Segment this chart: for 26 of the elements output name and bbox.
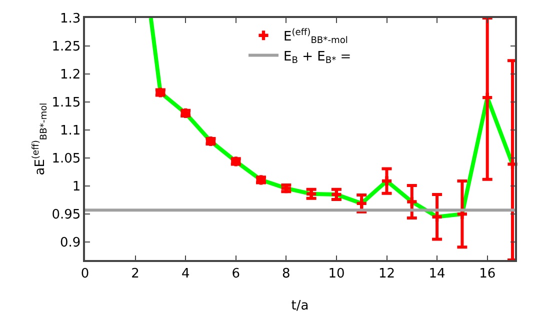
legend-label: E$_{B}$ + E$_{B*}$ = [284, 49, 352, 66]
x-tick-label: 12 [378, 266, 396, 282]
y-tick-label: 1.05 [52, 152, 81, 167]
y-tick-label: 0.9 [60, 236, 81, 251]
point [382, 176, 392, 186]
y-tick-label: 1.1 [60, 124, 81, 139]
x-tick-label: 0 [80, 266, 90, 282]
point [356, 198, 366, 208]
x-tick-label: 10 [328, 266, 345, 282]
point [482, 92, 492, 102]
y-tick-label: 1.15 [52, 96, 81, 111]
x-tick-label: 8 [282, 266, 290, 282]
x-tick-label: 16 [479, 266, 496, 282]
point [407, 196, 417, 207]
y-tick-label: 0.95 [52, 208, 81, 223]
point [508, 159, 518, 170]
y-tick-label: 1.3 [60, 12, 81, 27]
x-tick-label: 14 [428, 266, 446, 282]
point [432, 212, 442, 222]
x-tick-label: 4 [181, 266, 190, 282]
y-tick-label: 1 [72, 180, 81, 195]
y-tick-label: 1.2 [60, 68, 81, 83]
x-tick-label: 6 [232, 266, 240, 282]
y-tick-label: 1.25 [52, 40, 81, 55]
x-axis-title: t/a [291, 298, 309, 314]
x-tick-label: 2 [131, 266, 140, 282]
